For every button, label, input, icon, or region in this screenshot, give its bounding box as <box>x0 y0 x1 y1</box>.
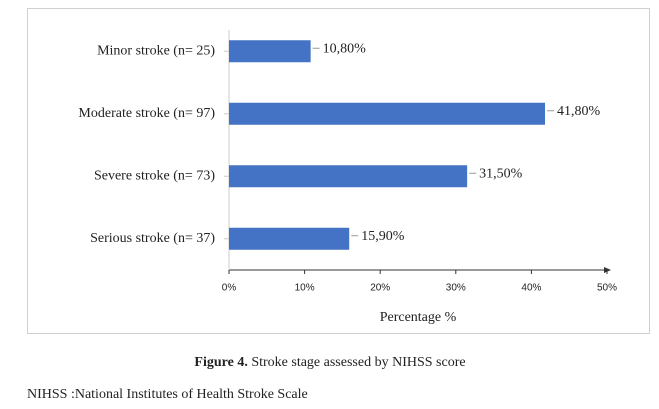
y-tick-label: Severe stroke (n= 73) <box>94 168 215 183</box>
bar <box>229 227 350 250</box>
bar <box>229 102 546 125</box>
x-tick-label: 40% <box>521 283 541 294</box>
x-tick-label: 50% <box>597 283 617 294</box>
x-tick-label: 20% <box>370 283 390 294</box>
bar <box>229 40 311 63</box>
value-label: 10,80% <box>323 41 367 56</box>
value-label: 31,50% <box>479 166 523 181</box>
caption-text: Stroke stage assessed by NIHSS score <box>251 355 465 370</box>
chart-border <box>27 8 650 334</box>
x-tick-label: 30% <box>446 283 466 294</box>
footnote: NIHSS :National Institutes of Health Str… <box>27 387 308 402</box>
caption-label: Figure 4. <box>194 355 247 370</box>
x-tick-label: 10% <box>295 283 315 294</box>
y-tick-label: Minor stroke (n= 25) <box>97 43 215 58</box>
value-label: 15,90% <box>361 229 405 244</box>
x-axis-label: Percentage % <box>380 310 457 325</box>
y-tick-label: Moderate stroke (n= 97) <box>78 106 215 121</box>
caption: Figure 4. Stroke stage assessed by NIHSS… <box>194 355 465 370</box>
bar <box>229 165 468 188</box>
x-tick-label: 0% <box>222 283 237 294</box>
value-label: 41,80% <box>557 104 601 119</box>
y-tick-label: Serious stroke (n= 37) <box>90 231 215 246</box>
